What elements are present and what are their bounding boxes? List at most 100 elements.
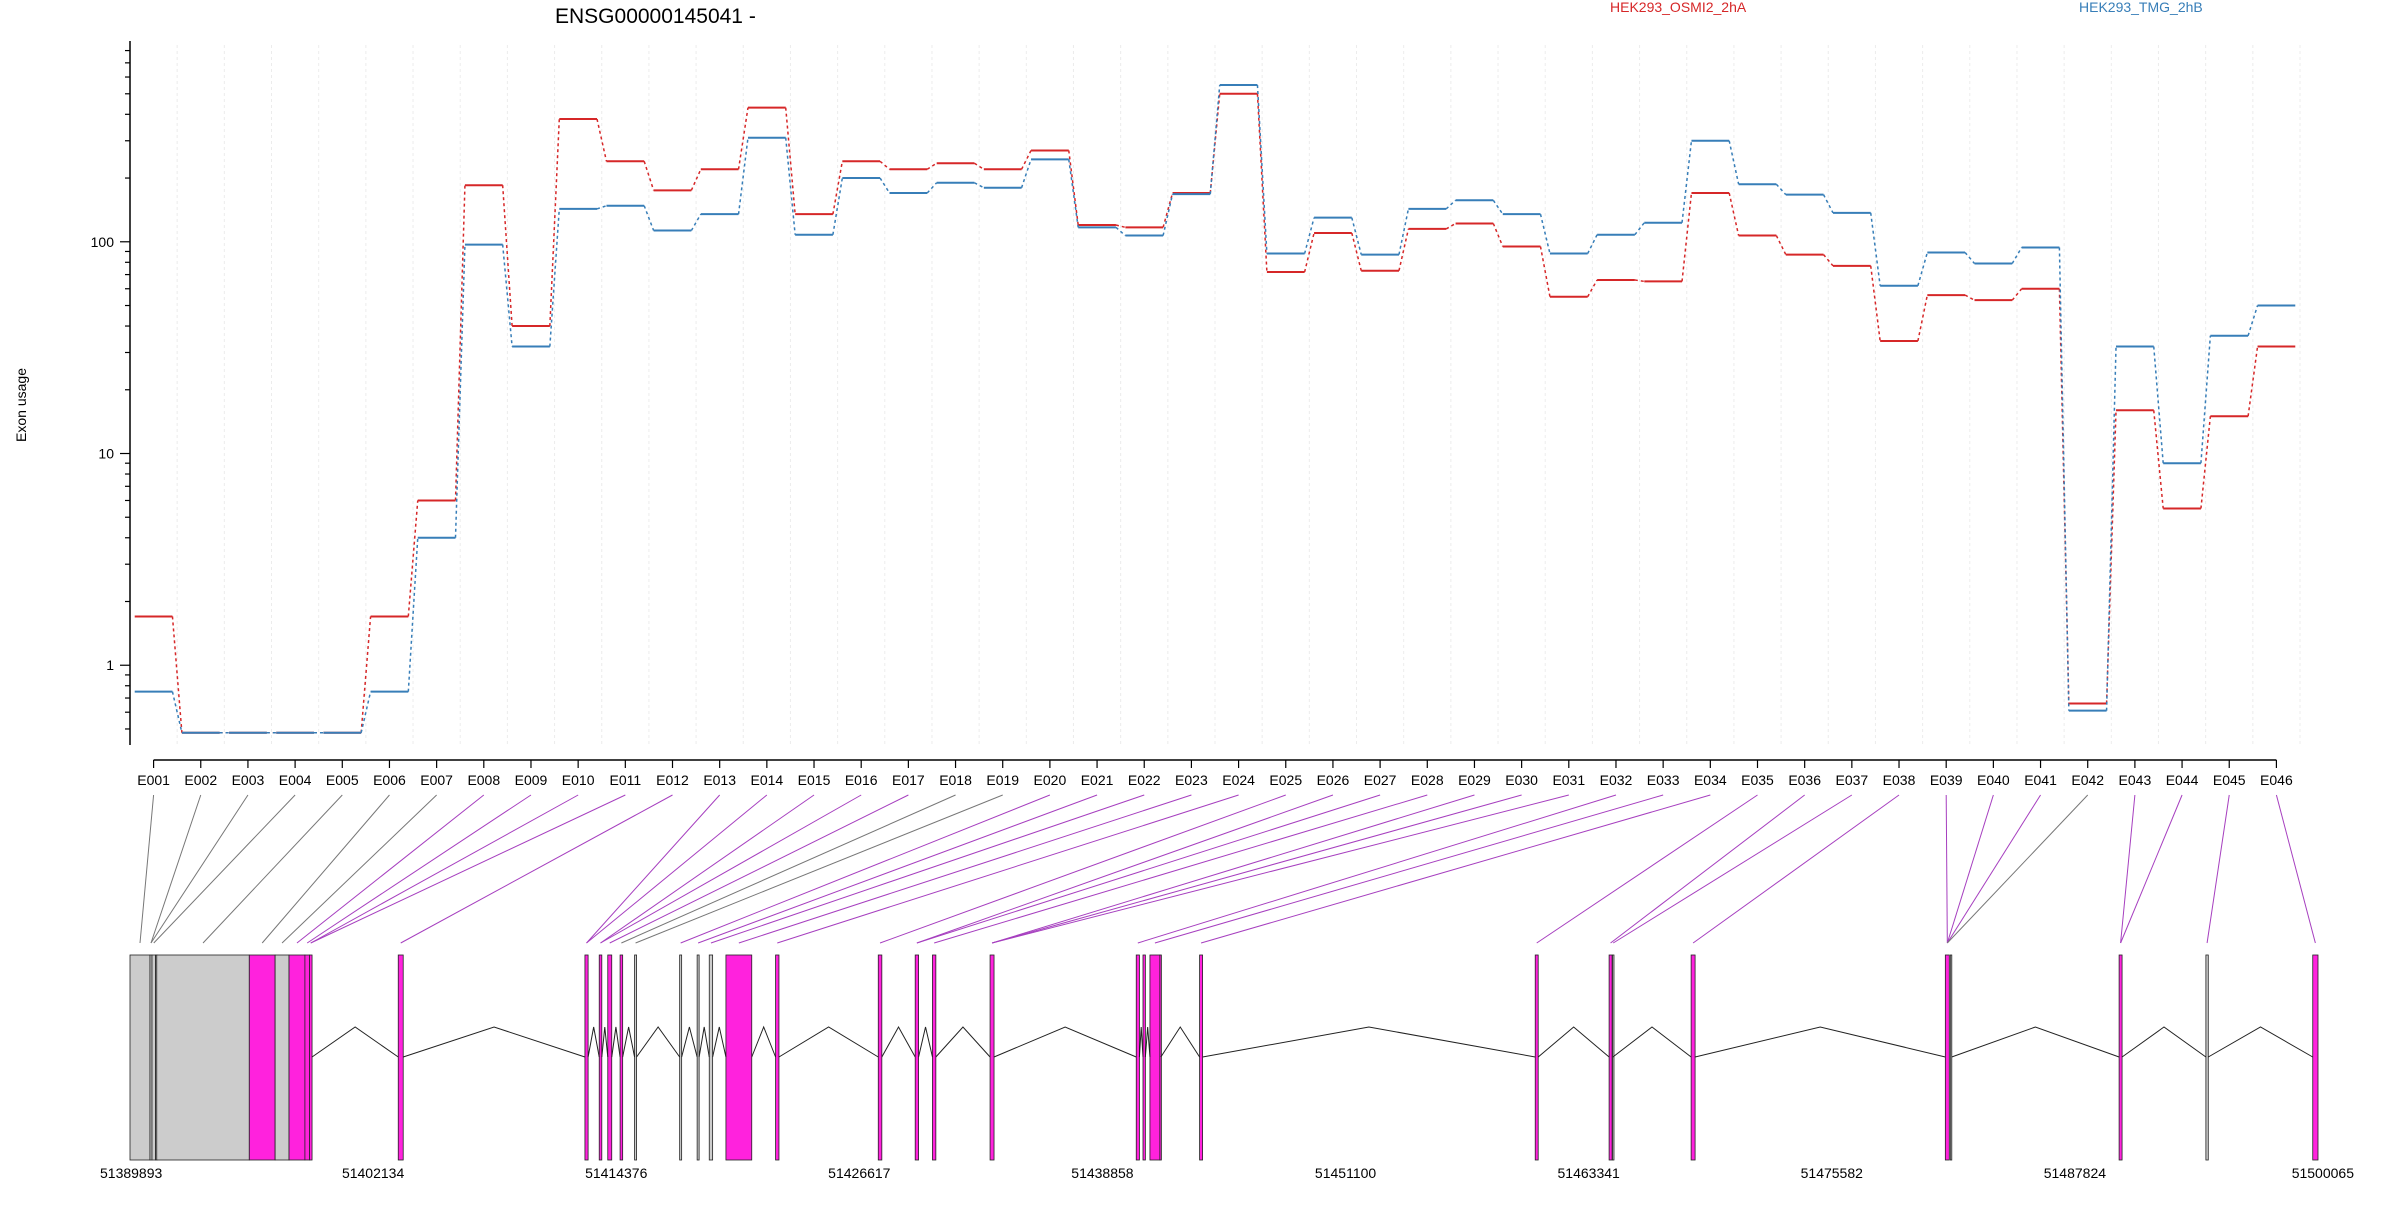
exon-box <box>248 954 276 1161</box>
x-tick-label: E012 <box>656 772 689 788</box>
data-connector <box>1115 224 1126 229</box>
exon-box <box>304 954 310 1161</box>
data-connector <box>1068 150 1079 226</box>
x-tick-label: E036 <box>1788 772 1821 788</box>
exon-box <box>2118 954 2123 1161</box>
exon-box <box>151 954 156 1161</box>
legend-label-tmg: HEK293_TMG_2hB <box>2079 0 2203 15</box>
data-connector <box>879 160 890 170</box>
data-connector <box>1869 212 1881 286</box>
x-tick-label: E010 <box>562 772 595 788</box>
exon-box <box>775 954 780 1161</box>
intron-line <box>1144 1026 1151 1058</box>
exon-box <box>1534 954 1539 1161</box>
axes-layer: 1 10 100 E001 E002 E003 E004 E005 E006 E007 E008 E0… <box>91 41 2293 788</box>
data-connector <box>1869 265 1881 342</box>
x-tick-label: E040 <box>1977 772 2010 788</box>
grid-layer <box>129 45 2301 745</box>
exon-mapping-lines <box>139 794 2316 944</box>
x-tick-label: E035 <box>1741 772 1774 788</box>
x-tick-label: E043 <box>2119 772 2152 788</box>
series-layer <box>134 84 2296 734</box>
data-connector <box>1587 279 1598 298</box>
data-connector <box>407 537 419 692</box>
exon-box <box>584 954 589 1161</box>
x-tick-label: E021 <box>1081 772 1114 788</box>
data-connector <box>1634 222 1645 236</box>
exon-box <box>1199 954 1203 1161</box>
intron-line <box>1138 1026 1144 1058</box>
intron-line <box>698 1026 710 1058</box>
genomic-coordinate-label: 51463341 <box>1558 1165 1621 1181</box>
x-tick-label: E031 <box>1552 772 1585 788</box>
exon-box <box>309 954 313 1161</box>
intron-line <box>918 1026 933 1058</box>
mapping-line <box>1200 794 1711 944</box>
mapping-line <box>600 794 862 944</box>
intron-line <box>587 1026 600 1058</box>
exon-box <box>1612 954 1615 1161</box>
legend-label-osmi2: HEK293_OSMI2_2hA <box>1610 0 1747 15</box>
x-tick-label: E034 <box>1694 772 1727 788</box>
data-connector <box>1303 217 1315 254</box>
data-connector <box>454 185 466 501</box>
intron-line <box>681 1026 698 1058</box>
genomic-coordinate-label: 51451100 <box>1315 1165 1376 1181</box>
intron-line <box>1951 1026 2120 1058</box>
mapping-line <box>879 794 1286 944</box>
x-tick-label: E027 <box>1364 772 1397 788</box>
data-connector <box>1822 254 1834 267</box>
data-connector <box>974 162 985 170</box>
data-connector <box>643 205 655 231</box>
exon-box <box>274 954 290 1161</box>
gene-model-track: 51389893 51402134 51414376 51426617 51438858… <box>100 954 2354 1181</box>
data-connector <box>1445 222 1456 230</box>
intron-line <box>2208 1026 2313 1058</box>
exon-box <box>607 954 613 1161</box>
intron-line <box>2121 1026 2207 1058</box>
data-connector <box>1398 228 1410 271</box>
intron-line <box>403 1026 586 1058</box>
data-connector <box>1351 232 1362 271</box>
data-connector <box>1351 217 1362 255</box>
genomic-coordinate-label: 51402134 <box>342 1165 405 1181</box>
genomic-coordinate-label: 51389893 <box>100 1165 163 1181</box>
mapping-line <box>2120 794 2136 944</box>
y-tick-label: 1 <box>106 657 114 673</box>
exon-box <box>1159 954 1162 1161</box>
x-tick-label: E024 <box>1222 772 1255 788</box>
data-connector <box>1115 226 1126 237</box>
y-tick-label: 10 <box>98 446 114 462</box>
exon-box <box>989 954 995 1161</box>
mapping-line <box>139 794 155 944</box>
x-tick-label: E028 <box>1411 772 1444 788</box>
data-connector <box>596 118 608 162</box>
data-connector <box>596 205 607 210</box>
x-tick-label: E017 <box>892 772 925 788</box>
mapping-line <box>680 794 1051 944</box>
data-connector <box>690 168 702 191</box>
exon-box <box>634 954 637 1161</box>
mapping-line <box>934 794 1428 944</box>
data-connector <box>1303 232 1315 273</box>
mapping-line <box>600 794 815 944</box>
data-connector <box>737 107 749 170</box>
mapping-line <box>310 794 579 944</box>
data-connector <box>2247 305 2259 336</box>
x-tick-label: E004 <box>279 772 312 788</box>
data-connector <box>926 182 938 194</box>
data-connector <box>2153 346 2164 464</box>
data-connector <box>1681 140 1693 223</box>
x-tick-label: E042 <box>2071 772 2104 788</box>
data-connector <box>690 213 702 231</box>
exon-box <box>619 954 624 1161</box>
intron-line <box>881 1025 916 1058</box>
intron-line <box>1612 1026 1692 1058</box>
exon-box <box>397 954 404 1161</box>
data-connector <box>1681 192 1693 282</box>
mapping-line <box>621 794 956 944</box>
exon-box <box>598 954 603 1161</box>
mapping-line <box>2120 794 2183 944</box>
data-connector <box>1964 252 1976 264</box>
intron-line <box>712 1026 727 1058</box>
